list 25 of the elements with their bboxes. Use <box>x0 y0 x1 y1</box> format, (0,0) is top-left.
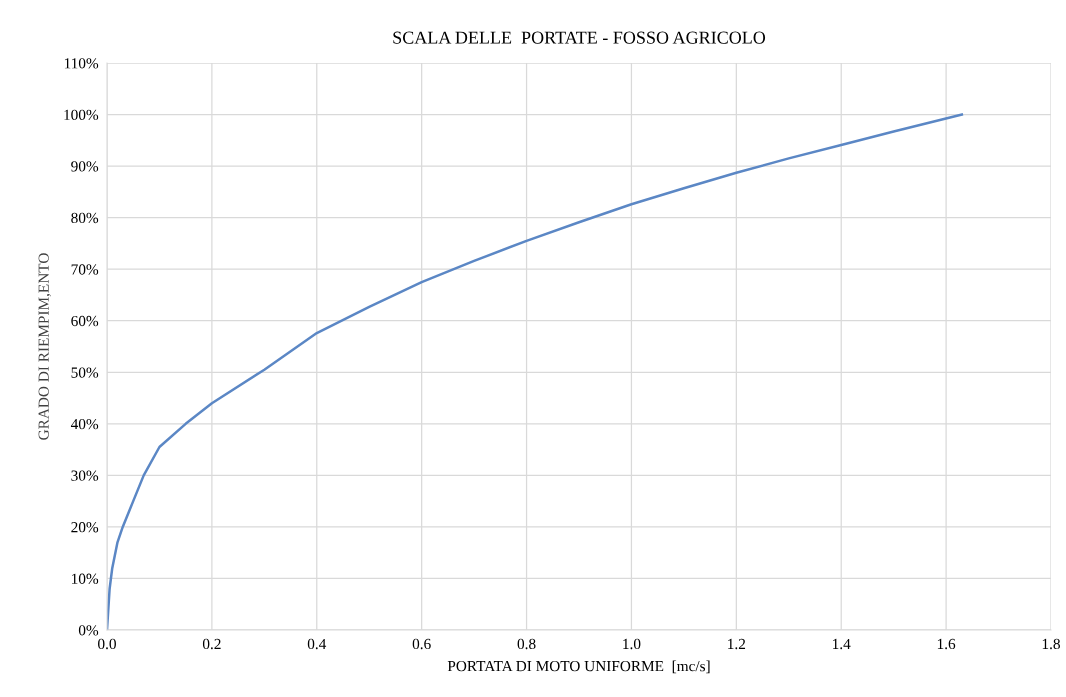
y-tick-label: 50% <box>71 367 99 378</box>
x-tick-label: 1.4 <box>833 638 851 650</box>
x-tick-label: 1.8 <box>1042 638 1060 650</box>
y-tick-label: 20% <box>71 522 99 533</box>
x-tick-label: 1.2 <box>728 638 746 650</box>
y-tick-label: 0% <box>78 625 99 636</box>
y-tick-label: 110% <box>64 58 99 69</box>
y-axis-title: GRADO DI RIEMPIM,ENTO <box>38 253 52 440</box>
x-tick-label: 0.8 <box>517 638 536 650</box>
x-tick-label: 1.0 <box>623 638 641 650</box>
x-tick-label: 0.2 <box>202 638 221 650</box>
x-tick-label: 1.6 <box>937 638 956 650</box>
x-tick-label: 0.0 <box>98 638 116 650</box>
y-tick-label: 80% <box>71 212 99 224</box>
x-tick-label: 0.4 <box>307 638 327 650</box>
y-tick-label: 30% <box>71 470 99 481</box>
y-tick-label: 60% <box>71 315 99 327</box>
y-tick-label: 10% <box>72 573 99 584</box>
y-tick-label: 40% <box>70 418 99 430</box>
y-tick-label: 70% <box>71 264 99 275</box>
y-tick-label: 100% <box>64 109 99 121</box>
x-tick-label: 0.6 <box>412 638 431 650</box>
x-axis-title: PORTATA DI MOTO UNIFORME [mc/s] <box>447 660 710 674</box>
chart-title: SCALA DELLE PORTATE - FOSSO AGRICOLO <box>393 31 766 44</box>
y-tick-label: 90% <box>71 161 99 172</box>
